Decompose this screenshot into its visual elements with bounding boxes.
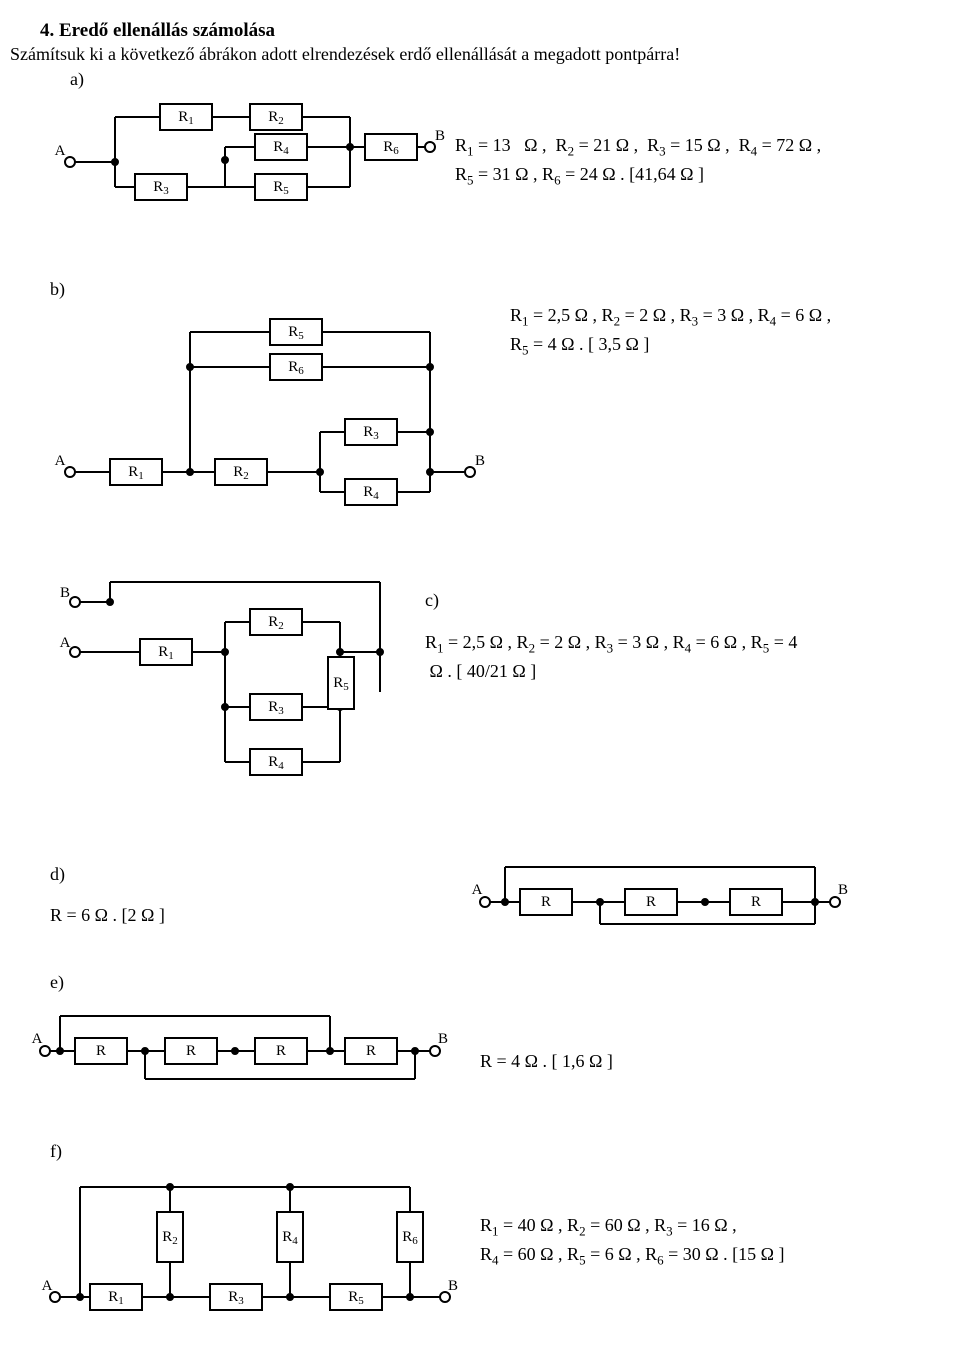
diagram-a: A B R1 R2 R3 R4 R5 R6	[50, 92, 450, 227]
diagram-b: A B R1 R2 R3 R4 R5 R6	[50, 302, 490, 517]
data-f: R1 = 40 Ω , R2 = 60 Ω , R3 = 16 Ω , R4 =…	[480, 1167, 785, 1270]
data-e: R = 4 Ω . [ 1,6 Ω ]	[480, 1018, 613, 1075]
diagram-c: B A R1 R2 R3 R4 R5	[50, 567, 410, 802]
svg-text:R: R	[276, 1043, 286, 1059]
svg-text:A: A	[42, 1278, 53, 1294]
svg-text:A: A	[472, 882, 483, 898]
part-e-label: e)	[50, 972, 950, 993]
part-a-label: a)	[70, 69, 950, 90]
svg-text:R: R	[186, 1043, 196, 1059]
data-b-line2: R5 = 4 Ω . [ 3,5 Ω ]	[510, 331, 831, 360]
svg-text:A: A	[55, 453, 66, 469]
intro-text: Számítsuk ki a következő ábrákon adott e…	[10, 44, 950, 65]
data-c: c) R1 = 2,5 Ω , R2 = 2 Ω , R3 = 3 Ω , R4…	[425, 567, 797, 685]
svg-text:R: R	[366, 1043, 376, 1059]
data-b: R1 = 2,5 Ω , R2 = 2 Ω , R3 = 3 Ω , R4 = …	[510, 302, 831, 360]
svg-text:B: B	[435, 128, 445, 144]
svg-text:A: A	[32, 1031, 43, 1047]
data-f-line2: R4 = 60 Ω , R5 = 6 Ω , R6 = 30 Ω . [15 Ω…	[480, 1241, 785, 1270]
svg-text:B: B	[475, 453, 485, 469]
data-f-line1: R1 = 40 Ω , R2 = 60 Ω , R3 = 16 Ω ,	[480, 1212, 785, 1241]
svg-text:A: A	[60, 635, 71, 651]
svg-text:R: R	[751, 894, 761, 910]
data-a: R1 = 13 Ω , R2 = 21 Ω , R3 = 15 Ω , R4 =…	[455, 92, 821, 190]
svg-text:R: R	[96, 1043, 106, 1059]
svg-text:R: R	[541, 894, 551, 910]
data-d: R = 6 Ω . [2 Ω ]	[50, 905, 470, 926]
data-c-line2: Ω . [ 40/21 Ω ]	[425, 658, 797, 685]
diagram-d: A B R R R	[470, 852, 850, 937]
svg-text:R: R	[646, 894, 656, 910]
data-b-line1: R1 = 2,5 Ω , R2 = 2 Ω , R3 = 3 Ω , R4 = …	[510, 302, 831, 331]
page-title: 4. Eredő ellenállás számolása	[40, 20, 950, 42]
data-a-line2: R5 = 31 Ω , R6 = 24 Ω . [41,64 Ω ]	[455, 161, 821, 190]
svg-text:B: B	[60, 585, 70, 601]
part-d-label: d)	[50, 864, 470, 885]
svg-text:B: B	[838, 882, 848, 898]
diagram-e: A B R R R R	[30, 1001, 450, 1091]
data-c-line1: R1 = 2,5 Ω , R2 = 2 Ω , R3 = 3 Ω , R4 = …	[425, 629, 797, 658]
svg-text:A: A	[55, 143, 66, 159]
svg-text:B: B	[448, 1278, 458, 1294]
svg-text:B: B	[438, 1031, 448, 1047]
diagram-f: A B R1 R3 R5 R2 R4 R6	[40, 1167, 460, 1322]
part-c-label: c)	[425, 587, 797, 614]
part-f-label: f)	[50, 1141, 950, 1162]
data-a-line1: R1 = 13 Ω , R2 = 21 Ω , R3 = 15 Ω , R4 =…	[455, 132, 821, 161]
part-b-label: b)	[50, 279, 950, 300]
